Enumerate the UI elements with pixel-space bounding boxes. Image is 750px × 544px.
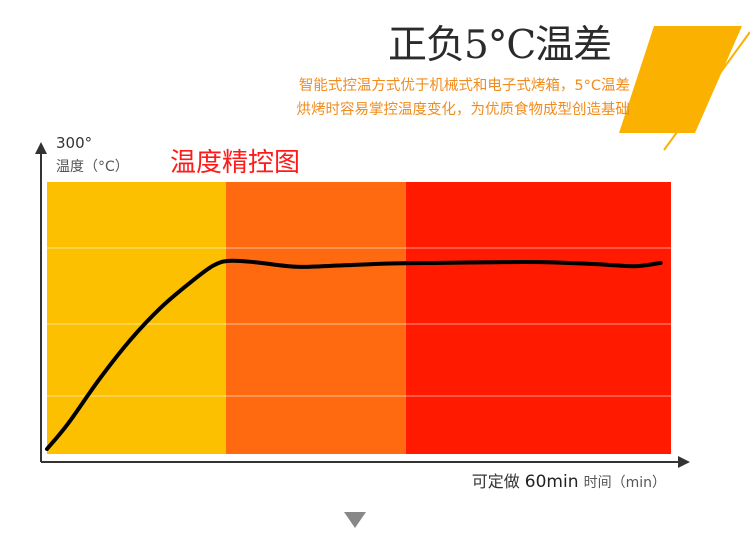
y-axis-label: 温度（°C） bbox=[56, 159, 129, 175]
zone-3 bbox=[405, 182, 671, 454]
y-tick-top: 300° bbox=[56, 134, 93, 152]
x-label-duration: 60min bbox=[524, 472, 579, 492]
x-label-prefix: 可定做 bbox=[471, 472, 520, 491]
subtitle-line-1: 智能式控温方式优于机械式和电子式烤箱，5°C温差 bbox=[298, 78, 630, 94]
zone-2 bbox=[225, 182, 406, 454]
chart-title: 温度精控图 bbox=[170, 148, 301, 178]
scroll-down-icon bbox=[344, 512, 366, 528]
headline: 正负5°C温差 bbox=[388, 23, 612, 68]
x-axis-arrow bbox=[678, 456, 690, 468]
x-label-unit: 时间（min） bbox=[583, 475, 666, 491]
x-axis-label: 可定做 60min 时间（min） bbox=[472, 468, 666, 492]
subtitle-line-2: 烘烤时容易掌控温度变化，为优质食物成型创造基础 bbox=[296, 102, 631, 118]
y-axis-arrow bbox=[35, 142, 47, 154]
temperature-curve bbox=[45, 258, 663, 451]
accent-stripes bbox=[619, 26, 750, 151]
